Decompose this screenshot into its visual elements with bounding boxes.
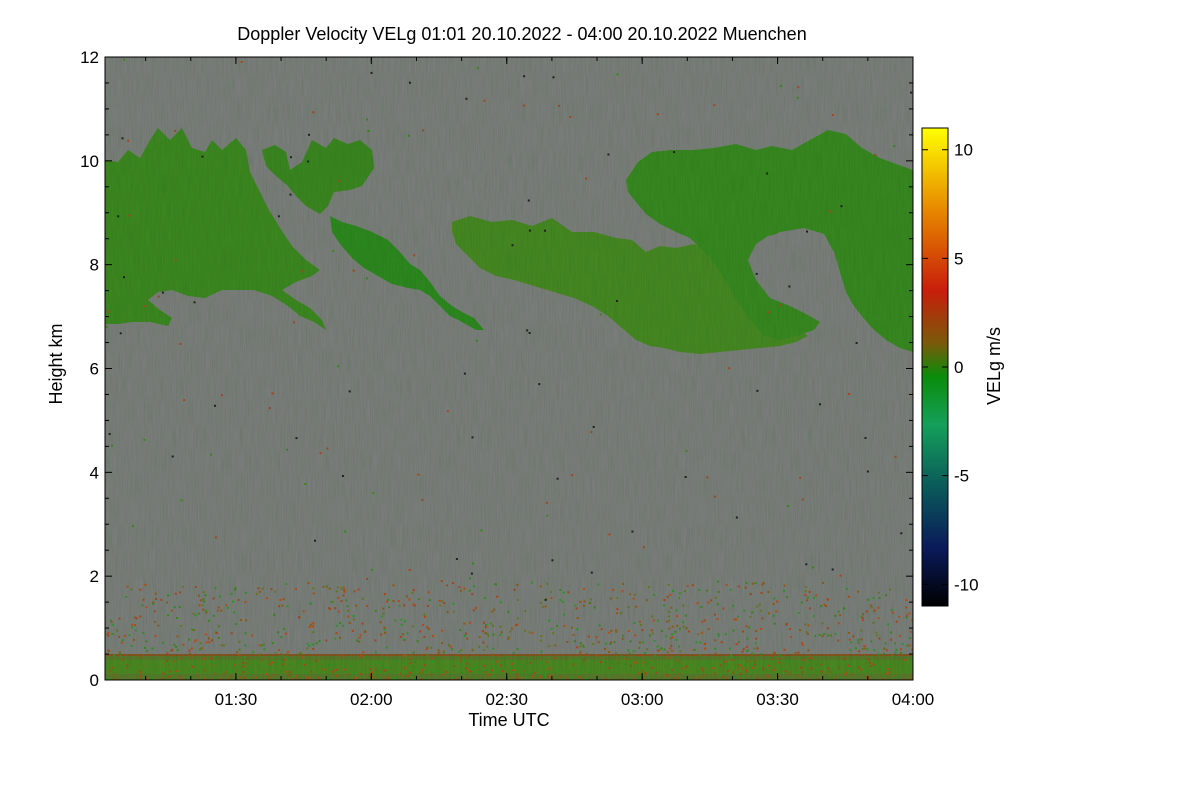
texture-overlay — [105, 57, 913, 680]
y-axis-label: Height km — [46, 323, 66, 404]
colorbar-tick-label: 0 — [954, 358, 963, 377]
colorbar-label: VELg m/s — [984, 327, 1004, 405]
x-tick-label: 02:00 — [350, 690, 393, 709]
y-tick-label: 6 — [90, 360, 99, 379]
colorbar-tick-label: 5 — [954, 249, 963, 268]
cloud-echo-layer — [105, 57, 913, 680]
colorbar-axis: 10 5 0 -5 -10 — [922, 141, 979, 594]
colorbar-tick-label: -10 — [954, 575, 979, 594]
x-axis: 01:30 02:00 02:30 03:00 03:30 04:00 — [145, 57, 935, 709]
y-axis: 0 2 4 6 8 10 12 — [80, 48, 913, 690]
y-tick-label: 2 — [90, 567, 99, 586]
y-tick-label: 0 — [90, 671, 99, 690]
x-tick-label: 03:00 — [621, 690, 664, 709]
x-tick-label: 01:30 — [215, 690, 258, 709]
y-tick-label: 10 — [80, 152, 99, 171]
x-tick-label: 02:30 — [485, 690, 528, 709]
colorbar-tick-label: 10 — [954, 141, 973, 160]
chart-title: Doppler Velocity VELg 01:01 20.10.2022 -… — [237, 24, 806, 44]
x-tick-label: 04:00 — [892, 690, 935, 709]
y-tick-label: 12 — [80, 48, 99, 67]
y-tick-label: 4 — [90, 463, 99, 482]
colorbar-tick-label: -5 — [954, 467, 969, 486]
x-tick-label: 03:30 — [756, 690, 799, 709]
x-axis-label: Time UTC — [468, 710, 549, 730]
y-tick-label: 8 — [90, 256, 99, 275]
